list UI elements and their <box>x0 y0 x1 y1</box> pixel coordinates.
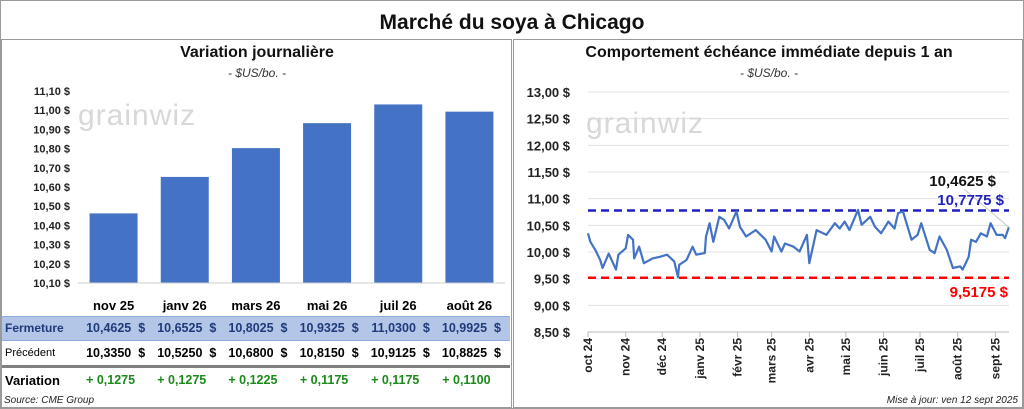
table-cell: + 0,1275 <box>157 373 207 387</box>
bar <box>89 213 138 283</box>
table-cell: + 0,1100 <box>442 373 491 387</box>
y-tick-label: 12,00 $ <box>527 138 571 153</box>
y-tick-label: 11,00 $ <box>34 105 70 117</box>
x-tick-label: mars 25 <box>765 338 779 384</box>
table-cell: + 0,1175 <box>299 373 349 387</box>
y-tick-label: 10,50 $ <box>33 201 70 213</box>
last-value-label: 10,4625 $ <box>929 173 996 190</box>
y-tick-label: 10,60 $ <box>33 182 70 194</box>
update-note: Mise à jour: ven 12 sept 2025 <box>886 395 1018 406</box>
y-tick-label: 8,50 $ <box>534 325 571 340</box>
y-tick-label: 11,10 $ <box>34 86 70 98</box>
column-header: août 26 <box>446 298 493 313</box>
left-unit: - $US/bo. - <box>227 66 287 80</box>
y-tick-label: 9,50 $ <box>534 272 571 287</box>
table-cell: + 0,1275 <box>86 373 136 387</box>
table-cell: + 0,1225 <box>228 373 278 387</box>
table-cell: 10,8150 $ <box>299 346 359 360</box>
table-header: nov 25 janv 26 mars 26 mai 26 juil 26 août 26 <box>2 294 510 317</box>
y-tick-label: 10,90 $ <box>33 124 70 136</box>
column-header: juil 26 <box>379 298 417 313</box>
last-value-leader <box>963 188 1010 228</box>
x-tick-label: mai 25 <box>839 338 853 376</box>
bar <box>231 148 280 283</box>
right-subtitle: Comportement échéance immédiate depuis 1… <box>585 44 953 61</box>
row-label: Précédent <box>5 347 56 359</box>
bar <box>160 176 209 283</box>
y-tick-label: 11,50 $ <box>527 165 570 180</box>
x-tick-label: août 25 <box>951 338 965 380</box>
x-tick-label: juil 25 <box>913 338 927 373</box>
bar <box>303 123 352 283</box>
line-chart: 8,50 $ 9,00 $ 9,50 $ 10,00 $ 10,50 $ 11,00 $ 1… <box>527 85 1010 384</box>
table-row: Variation + 0,1275 + 0,1275 + 0,1225 + 0,117… <box>2 369 510 392</box>
y-tick-label: 10,00 $ <box>527 245 571 260</box>
table-cell: 10,4625 $ <box>86 321 146 335</box>
x-tick-label: févr 25 <box>731 338 745 377</box>
page-title: Marché du soya à Chicago <box>379 11 645 34</box>
table-cell: 10,9125 $ <box>370 346 430 360</box>
column-header: janv 26 <box>162 298 207 313</box>
low-label: 9,5175 $ <box>950 284 1009 301</box>
column-header: nov 25 <box>92 298 135 313</box>
y-tick-label: 12,50 $ <box>527 112 571 127</box>
source-note: Source: CME Group <box>4 395 95 406</box>
row-label: Variation <box>5 373 60 388</box>
table-cell: 10,6525 $ <box>157 321 217 335</box>
y-tick-label: 13,00 $ <box>527 85 571 100</box>
table-cell: 10,9925 $ <box>441 321 501 335</box>
y-tick-label: 9,00 $ <box>534 298 571 313</box>
column-header: mars 26 <box>231 298 281 313</box>
watermark-logo-right: grainwiz <box>586 107 705 140</box>
bar-chart: 10,10 $ 10,20 $ 10,30 $ 10,40 $ 10,50 $ 10,60… <box>33 86 505 290</box>
table-row: Précédent 10,3350 $ 10,5250 $ 10,6800 $ 10,8… <box>2 342 510 368</box>
x-tick-label: avr 25 <box>802 338 816 373</box>
column-header: mai 26 <box>306 298 348 313</box>
y-tick-label: 10,20 $ <box>33 259 70 271</box>
bar <box>445 111 494 283</box>
bar <box>374 104 423 283</box>
table-cell: 10,3350 $ <box>86 346 146 360</box>
left-subtitle: Variation journalière <box>180 44 334 61</box>
x-tick-label: oct 24 <box>581 338 595 373</box>
table-cell: 10,6800 $ <box>228 346 288 360</box>
x-tick-label: sept 25 <box>988 338 1002 380</box>
y-tick-label: 10,30 $ <box>33 240 70 252</box>
right-panel <box>513 39 1023 408</box>
right-unit: - $US/bo. - <box>739 66 799 80</box>
y-tick-label: 10,80 $ <box>33 144 70 156</box>
price-line <box>586 208 1010 279</box>
y-tick-label: 11,00 $ <box>527 192 570 207</box>
y-tick-label: 10,70 $ <box>33 163 70 175</box>
x-tick-label: janv 25 <box>693 338 707 380</box>
table-cell: 10,5250 $ <box>157 346 217 360</box>
table-cell: 10,8825 $ <box>441 346 501 360</box>
left-panel <box>1 39 512 408</box>
x-tick-label: nov 24 <box>619 338 633 376</box>
x-tick-label: déc 24 <box>655 338 669 376</box>
table-cell: 10,8025 $ <box>228 321 288 335</box>
x-tick-label: juin 25 <box>877 338 891 377</box>
table-cell: 10,9325 $ <box>299 321 359 335</box>
y-tick-label: 10,40 $ <box>33 220 70 232</box>
y-tick-label: 10,50 $ <box>527 218 571 233</box>
y-tick-label: 10,10 $ <box>33 278 70 290</box>
table-cell: 11,0300 $ <box>371 321 430 335</box>
table-cell: + 0,1175 <box>371 373 420 387</box>
watermark-logo-left: grainwiz <box>78 99 197 132</box>
row-label: Fermeture <box>5 321 64 335</box>
table-row: Fermeture 10,4625 $ 10,6525 $ 10,8025 $ 10,9… <box>2 316 510 341</box>
high-label: 10,7775 $ <box>937 192 1004 209</box>
